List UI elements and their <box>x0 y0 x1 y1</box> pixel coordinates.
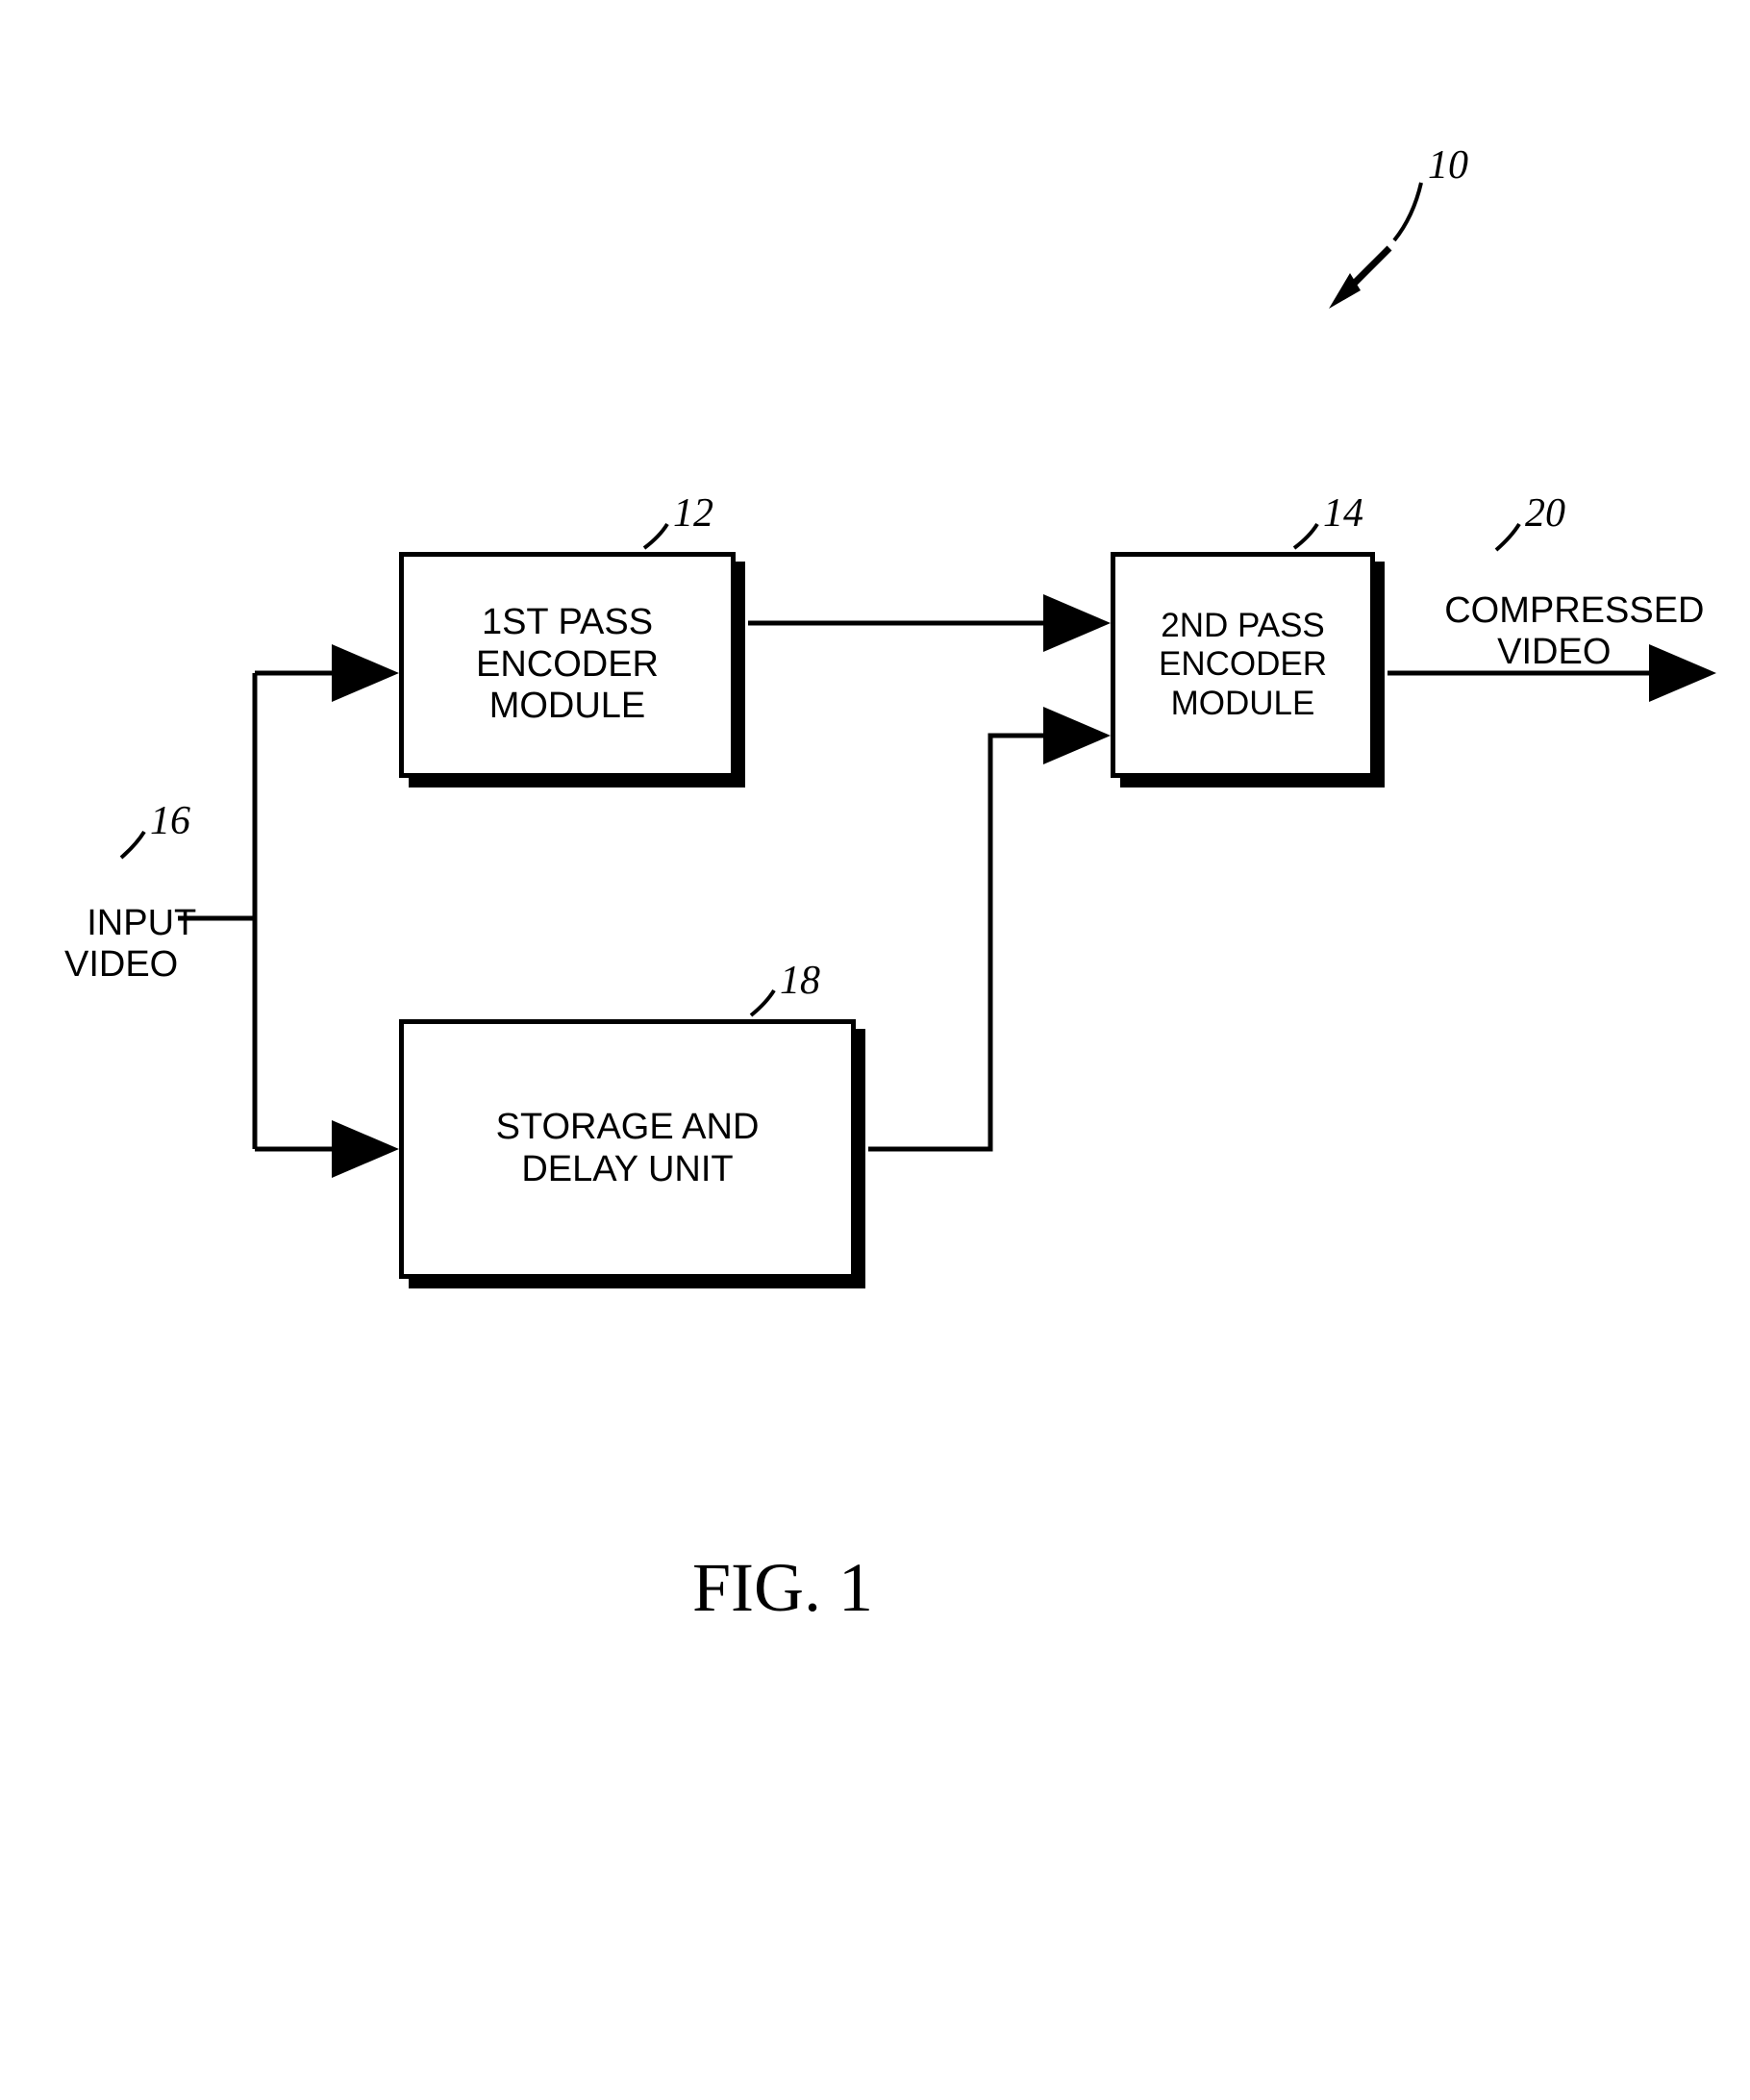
figure-title: FIG. 1 <box>692 1548 873 1628</box>
ref-18: 18 <box>780 958 820 1004</box>
first-pass-encoder-block: 1ST PASS ENCODER MODULE <box>399 552 736 778</box>
storage-delay-block: STORAGE AND DELAY UNIT <box>399 1019 856 1279</box>
connectors-svg <box>0 0 1750 2100</box>
ref-20: 20 <box>1525 490 1565 537</box>
second-pass-label: 2ND PASS ENCODER MODULE <box>1159 607 1327 723</box>
diagram-canvas: 1ST PASS ENCODER MODULE 2ND PASS ENCODER… <box>0 0 1750 2100</box>
input-video-label: INPUT VIDEO <box>46 861 196 1029</box>
ref-16: 16 <box>150 798 190 844</box>
ref-10: 10 <box>1428 142 1468 188</box>
ref-14: 14 <box>1323 490 1363 537</box>
ref-12: 12 <box>673 490 713 537</box>
first-pass-label: 1ST PASS ENCODER MODULE <box>476 602 659 728</box>
storage-label: STORAGE AND DELAY UNIT <box>496 1107 760 1190</box>
compressed-video-label: COMPRESSED VIDEO <box>1404 548 1705 716</box>
second-pass-encoder-block: 2ND PASS ENCODER MODULE <box>1111 552 1375 778</box>
